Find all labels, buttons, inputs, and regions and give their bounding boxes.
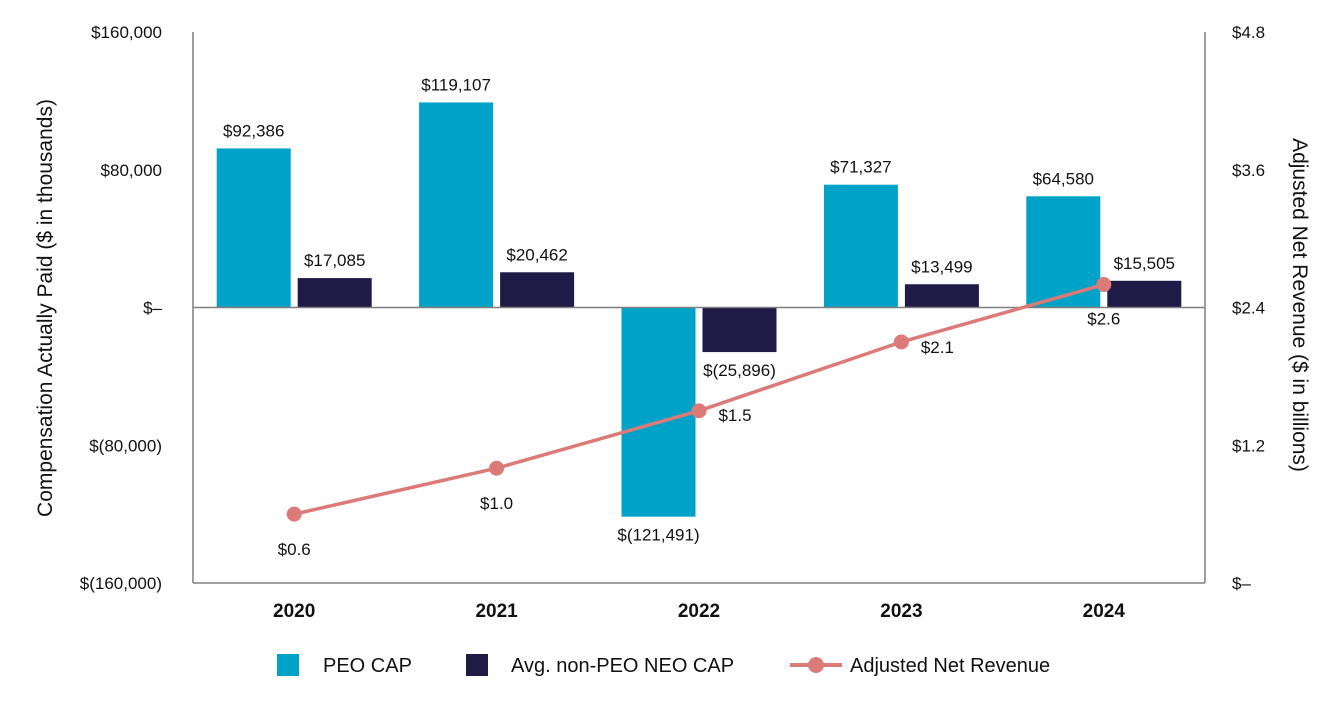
plot-area: $160,000 $80,000 $– $(80,000) $(160,000) $4.… <box>80 23 1265 622</box>
legend-label-peo-cap: PEO CAP <box>323 655 412 677</box>
category-label-2021: 2021 <box>475 601 518 622</box>
legend-swatch-peo-cap <box>277 654 299 676</box>
right-tick-label: $2.4 <box>1232 299 1265 318</box>
legend-label-adjusted-net-revenue: Adjusted Net Revenue <box>850 655 1050 677</box>
right-tick-label: $3.6 <box>1232 161 1265 180</box>
legend-marker-adjusted-net-revenue <box>808 657 824 673</box>
left-tick-label: $(80,000) <box>89 436 162 455</box>
bar-avg-non-peo-neo-cap-2024 <box>1107 280 1182 308</box>
point-adjusted-net-revenue-2023 <box>893 334 909 350</box>
data-label-peo-cap-2024: $64,580 <box>1033 169 1094 188</box>
data-label-peo-cap-2023: $71,327 <box>830 158 891 177</box>
category-label-2022: 2022 <box>678 601 720 622</box>
data-label-adjusted-net-revenue-2024: $2.6 <box>1087 310 1120 329</box>
category-label-2020: 2020 <box>273 601 315 622</box>
right-axis-title: Adjusted Net Revenue ($ in billions) <box>1288 138 1311 472</box>
data-label-avg-non-peo-neo-cap-2023: $13,499 <box>911 257 972 276</box>
data-label-adjusted-net-revenue-2021: $1.0 <box>480 494 513 513</box>
left-tick-label: $160,000 <box>91 23 162 42</box>
category-labels: 2020 2021 2022 2023 2024 <box>273 601 1125 622</box>
point-adjusted-net-revenue-2024 <box>1096 277 1112 293</box>
left-tick-label: $(160,000) <box>80 574 162 593</box>
bar-peo-cap-2024 <box>1026 196 1101 308</box>
point-adjusted-net-revenue-2020 <box>286 506 302 522</box>
left-axis-title: Compensation Actually Paid ($ in thousan… <box>34 99 57 517</box>
right-tick-label: $– <box>1232 574 1251 593</box>
legend-swatch-avg-non-peo-neo-cap <box>466 654 488 676</box>
bar-avg-non-peo-neo-cap-2023 <box>904 284 979 308</box>
data-label-peo-cap-2022: $(121,491) <box>617 526 699 545</box>
data-label-avg-non-peo-neo-cap-2022: $(25,896) <box>703 361 776 380</box>
data-label-avg-non-peo-neo-cap-2021: $20,462 <box>506 245 567 264</box>
left-tick-label: $80,000 <box>101 161 162 180</box>
left-tick-labels: $160,000 $80,000 $– $(80,000) $(160,000) <box>80 23 163 593</box>
legend-label-avg-non-peo-neo-cap: Avg. non-PEO NEO CAP <box>511 655 734 677</box>
left-tick-label: $– <box>143 299 162 318</box>
line-series: $0.6 $1.0 $1.5 $2.1 $2.6 <box>278 277 1120 559</box>
bar-peo-cap-2023 <box>823 184 898 308</box>
right-tick-labels: $4.8 $3.6 $2.4 $1.2 $– <box>1232 23 1265 593</box>
right-tick-label: $1.2 <box>1232 436 1265 455</box>
bar-avg-non-peo-neo-cap-2020 <box>297 278 372 308</box>
bar-avg-non-peo-neo-cap-2021 <box>500 272 575 308</box>
data-label-peo-cap-2020: $92,386 <box>223 121 284 140</box>
data-label-avg-non-peo-neo-cap-2024: $15,505 <box>1114 254 1175 273</box>
data-label-adjusted-net-revenue-2023: $2.1 <box>921 338 954 357</box>
data-label-avg-non-peo-neo-cap-2020: $17,085 <box>304 251 365 270</box>
bars <box>216 102 1182 517</box>
point-adjusted-net-revenue-2021 <box>489 460 505 476</box>
bar-peo-cap-2021 <box>419 102 494 308</box>
line-adjusted-net-revenue <box>293 282 1105 516</box>
bar-peo-cap-2022 <box>621 307 696 517</box>
right-tick-label: $4.8 <box>1232 23 1265 42</box>
data-label-adjusted-net-revenue-2022: $1.5 <box>718 406 751 425</box>
bar-data-labels: $92,386 $17,085 $119,107 $20,462 $(121,491) $… <box>223 75 1175 544</box>
category-label-2024: 2024 <box>1083 601 1126 622</box>
point-adjusted-net-revenue-2022 <box>691 403 707 419</box>
data-label-adjusted-net-revenue-2020: $0.6 <box>278 540 311 559</box>
category-label-2023: 2023 <box>880 601 922 622</box>
data-label-peo-cap-2021: $119,107 <box>421 75 491 94</box>
bar-avg-non-peo-neo-cap-2022 <box>702 307 777 353</box>
bar-peo-cap-2020 <box>216 148 291 308</box>
legend: PEO CAP Avg. non-PEO NEO CAP Adjusted Ne… <box>277 654 1050 677</box>
